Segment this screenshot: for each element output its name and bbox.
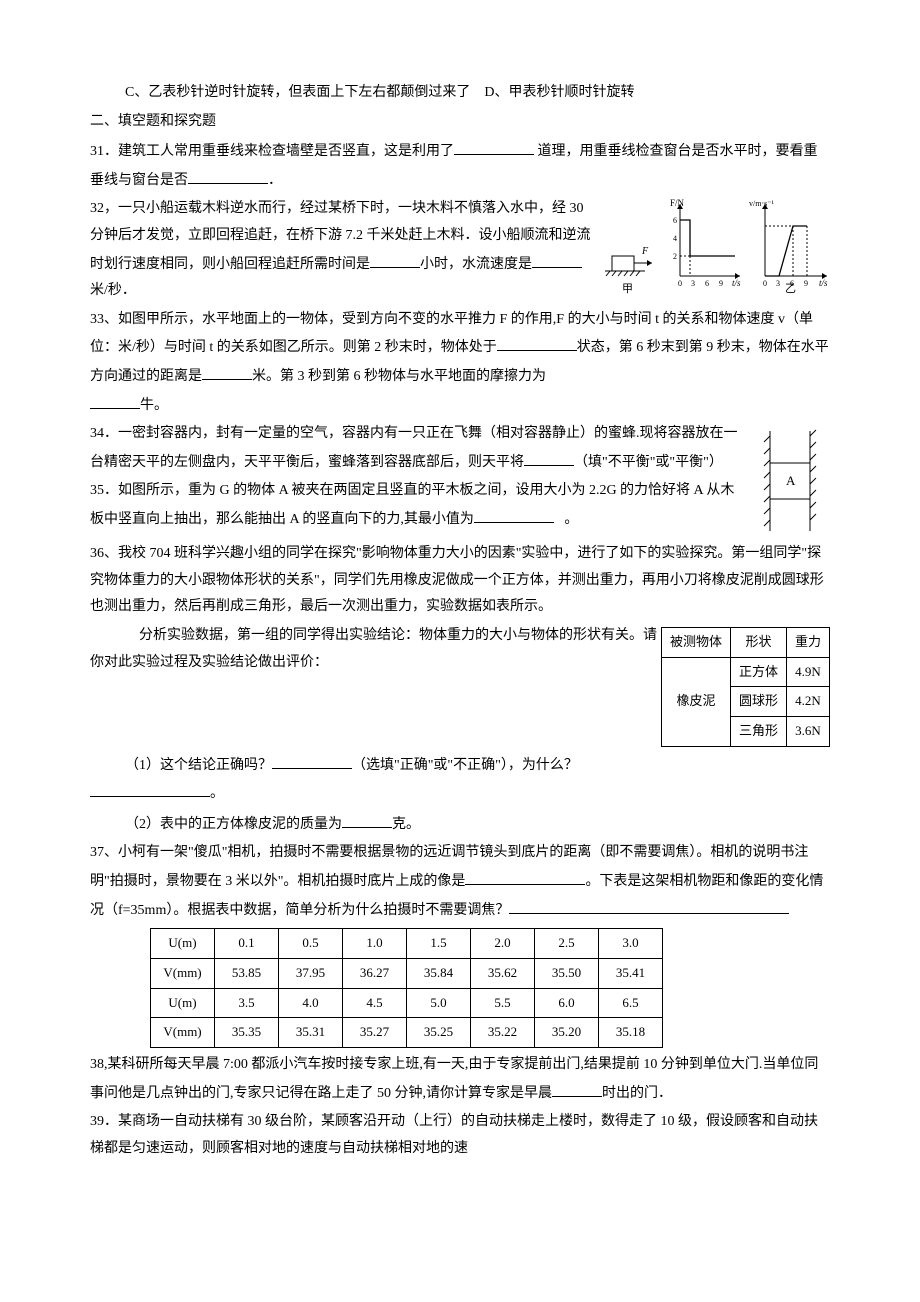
q31-t1: 31．建筑工人常用重垂线来检查墙壁是否竖直，这是利用了 [90, 144, 454, 159]
tbl36-r1c0: 圆球形 [730, 687, 786, 717]
q30-optC: C、乙表秒针逆时针旋转，但表面上下左右都颠倒过来了 [125, 85, 470, 100]
table-row: V(mm) 53.8537.95 36.2735.84 35.6235.50 3… [151, 958, 663, 988]
table-row: U(m) 0.10.5 1.01.5 2.02.5 3.0 [151, 929, 663, 959]
q36-sub2a: （2）表中的正方体橡皮泥的质量为 [125, 817, 342, 832]
svg-text:4: 4 [673, 234, 677, 243]
q36-sub1b: （选填"正确"或"不正确"），为什么？ [352, 758, 578, 773]
q33-blank1 [497, 333, 577, 351]
tbl36-r2c0: 三角形 [730, 716, 786, 746]
q35: 35．如图所示，重为 G 的物体 A 被夹在两固定且竖直的平木板之间，设用大小为… [90, 478, 830, 533]
fig33-cap-left: 甲 [622, 283, 633, 295]
tbl36-h2: 重力 [786, 627, 829, 657]
fig33-F-arrow: F [641, 246, 649, 257]
q36-sub2b: 克。 [392, 817, 420, 832]
q32-blank2 [532, 250, 582, 268]
section2-title: 二、填空题和探究题 [90, 109, 830, 136]
q37-blank2 [509, 896, 789, 914]
svg-text:0: 0 [678, 279, 682, 288]
q31-t3: ． [268, 173, 282, 188]
fig33-left-ylabel: F/N [670, 198, 685, 208]
q31-blank1 [454, 137, 534, 155]
tbl36-r0c1: 4.9N [786, 657, 829, 687]
fig33-cap-right: 乙 [785, 282, 796, 295]
q38-blank [552, 1079, 602, 1097]
tbl36-h1: 形状 [730, 627, 786, 657]
q36-sub1a: （1）这个结论正确吗？ [125, 758, 272, 773]
q31: 31．建筑工人常用重垂线来检查墙壁是否竖直，这是利用了 道理，用重垂线检查窗台是… [90, 137, 830, 194]
q36-blank2 [90, 779, 210, 797]
t37-r3l: V(mm) [151, 1018, 215, 1048]
svg-text:9: 9 [804, 279, 808, 288]
t37-r1l: V(mm) [151, 958, 215, 988]
q36-sub1c: 。 [210, 786, 224, 801]
q34: 34．一密封容器内，封有一定量的空气，容器内有一只正在飞舞（相对容器静止）的蜜蜂… [90, 421, 830, 476]
svg-text:3: 3 [691, 279, 695, 288]
q38-l2: 时出的门． [602, 1086, 672, 1101]
svg-text:9: 9 [719, 279, 723, 288]
q36-blank1 [272, 751, 352, 769]
q30-optD: D、甲表秒针顺时针旋转 [484, 85, 634, 100]
q39: 39．某商场一自动扶梯有 30 级台阶，某顾客沿开动（上行）的自动扶梯走上楼时，… [90, 1109, 830, 1162]
q32-l2: 小时，水流速度是 [420, 257, 532, 272]
svg-text:t/s: t/s [819, 278, 828, 288]
svg-text:6: 6 [673, 216, 677, 225]
q33-l3: 米。第 3 秒到第 6 秒物体与水平地面的摩擦力为 [252, 369, 546, 384]
fig35: A [750, 421, 830, 541]
q38: 38,某科研所每天早晨 7:00 都派小汽车按时接专家上班,有一天,由于专家提前… [90, 1052, 830, 1107]
q37-blank1 [465, 867, 585, 885]
tbl36-material: 橡皮泥 [661, 657, 730, 746]
q30-options: C、乙表秒针逆时针旋转，但表面上下左右都颠倒过来了 D、甲表秒针顺时针旋转 [90, 80, 830, 107]
q35-blank [474, 505, 554, 523]
table-row: 橡皮泥 正方体 4.9N [661, 657, 829, 687]
table-row: U(m) 3.54.0 4.55.0 5.56.0 6.5 [151, 988, 663, 1018]
table-row: 被测物体 形状 重力 [661, 627, 829, 657]
q35-l2: 。 [564, 512, 578, 527]
q33-blank2 [202, 362, 252, 380]
fig33-right-ylabel: v/m·s⁻¹ [749, 199, 774, 208]
table36: 被测物体 形状 重力 橡皮泥 正方体 4.9N 圆球形 4.2N 三角形 3.6… [661, 627, 830, 747]
svg-text:t/s: t/s [732, 278, 741, 288]
q33-l4: 牛。 [140, 398, 168, 413]
q36-sub1: （1）这个结论正确吗？ （选填"正确"或"不正确"），为什么？ 。 [90, 751, 830, 808]
tbl36-r1c1: 4.2N [786, 687, 829, 717]
svg-text:6: 6 [705, 279, 709, 288]
fig33: F 甲 F/N t/s 2 4 6 0 3 6 9 v/m·s⁻¹ [600, 196, 830, 296]
t37-r2l: U(m) [151, 988, 215, 1018]
svg-text:3: 3 [776, 279, 780, 288]
t37-r0l: U(m) [151, 929, 215, 959]
q32-blank1 [370, 250, 420, 268]
table37: U(m) 0.10.5 1.01.5 2.02.5 3.0 V(mm) 53.8… [150, 928, 663, 1048]
q36-intro: 36、我校 704 班科学兴趣小组的同学在探究"影响物体重力大小的因素"实验中，… [90, 541, 830, 621]
q38-l1: 38,某科研所每天早晨 7:00 都派小汽车按时接专家上班,有一天,由于专家提前… [90, 1057, 818, 1101]
q34-l2: （填"不平衡"或"平衡"） [574, 455, 723, 470]
q36-blank3 [342, 810, 392, 828]
tbl36-r0c0: 正方体 [730, 657, 786, 687]
tbl36-r2c1: 3.6N [786, 716, 829, 746]
q37: 37、小柯有一架"傻瓜"相机，拍摄时不需要根据景物的远近调节镜头到底片的距离（即… [90, 840, 830, 924]
q35-l1: 35．如图所示，重为 G 的物体 A 被夹在两固定且竖直的平木板之间，设用大小为… [90, 483, 734, 527]
svg-text:2: 2 [673, 252, 677, 261]
q32-l3: 米/秒． [90, 283, 136, 298]
q33: 33、如图甲所示，水平地面上的一物体，受到方向不变的水平推力 F 的作用,F 的… [90, 307, 830, 419]
q34-blank [524, 448, 574, 466]
table-row: V(mm) 35.3535.31 35.2735.25 35.2235.20 3… [151, 1018, 663, 1048]
q36-sub2: （2）表中的正方体橡皮泥的质量为 克。 [90, 810, 830, 839]
q31-blank2 [188, 166, 268, 184]
svg-text:0: 0 [763, 279, 767, 288]
q33-blank3 [90, 391, 140, 409]
tbl36-h0: 被测物体 [661, 627, 730, 657]
fig35-label: A [786, 473, 796, 488]
